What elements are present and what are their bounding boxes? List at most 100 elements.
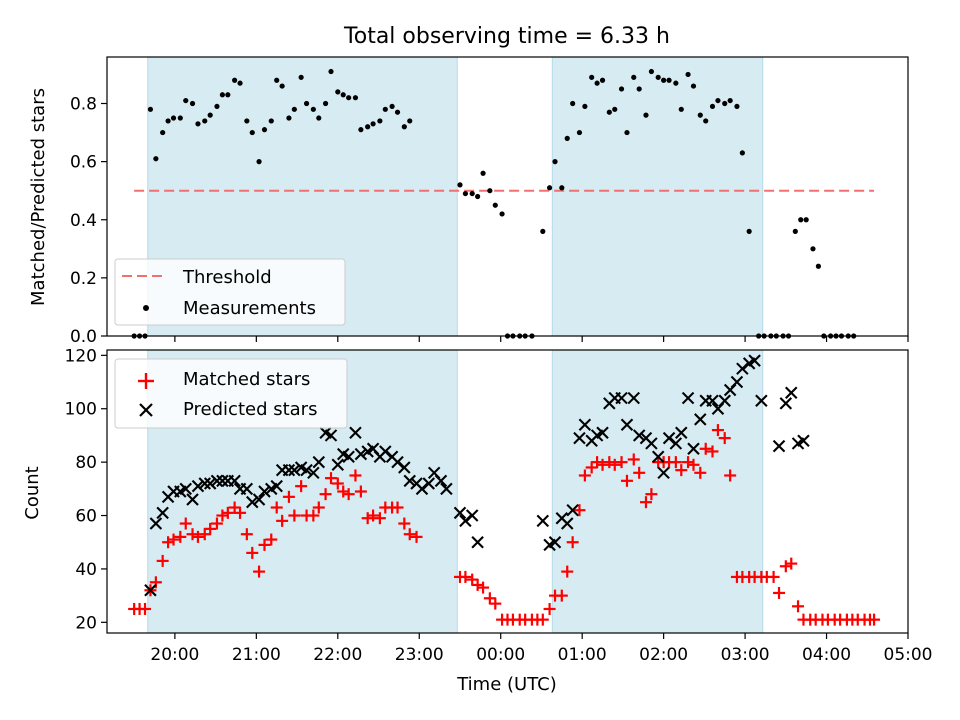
matched-star-point bbox=[228, 501, 241, 514]
matched-star-point bbox=[669, 456, 682, 469]
predicted-star-point bbox=[694, 413, 707, 426]
marker-stroke bbox=[144, 584, 157, 597]
predicted-star-point bbox=[681, 391, 695, 405]
x-tick-label: 00:00 bbox=[476, 645, 525, 665]
marker-stroke bbox=[453, 506, 467, 520]
matched-star-point bbox=[779, 560, 792, 573]
marker-stroke bbox=[694, 413, 707, 426]
predicted-star-point bbox=[615, 391, 628, 405]
marker-stroke bbox=[748, 354, 761, 367]
measurement-point bbox=[237, 80, 243, 86]
predicted-star-point bbox=[578, 418, 592, 431]
matched-star-point bbox=[675, 464, 688, 477]
matched-star-point bbox=[265, 533, 278, 546]
measurement-point bbox=[170, 115, 177, 121]
marker-stroke bbox=[240, 482, 254, 496]
matched-star-point bbox=[307, 509, 320, 522]
matched-star-point bbox=[276, 514, 289, 527]
predicted-star-point bbox=[687, 442, 700, 456]
predicted-star-point bbox=[471, 535, 484, 549]
shaded-interval bbox=[551, 56, 764, 337]
marker-stroke bbox=[398, 461, 411, 474]
matched-star-point bbox=[167, 533, 180, 546]
matched-star-point bbox=[596, 458, 609, 471]
marker-stroke bbox=[440, 482, 453, 496]
measurement-point bbox=[407, 118, 413, 124]
x-tick-label: 22:00 bbox=[313, 645, 362, 665]
marker-stroke bbox=[785, 386, 798, 399]
marker-stroke bbox=[312, 455, 326, 469]
marker-stroke bbox=[156, 506, 169, 520]
y-tick-label: 60 bbox=[75, 507, 97, 527]
marker-stroke bbox=[403, 474, 416, 488]
predicted-star-point bbox=[566, 503, 579, 517]
predicted-star-point bbox=[342, 450, 355, 464]
measurement-point bbox=[457, 182, 463, 188]
marker-stroke bbox=[730, 375, 744, 389]
predicted-star-point bbox=[270, 479, 283, 493]
matched-star-point bbox=[354, 485, 367, 498]
measurement-point bbox=[655, 74, 661, 80]
y-tick-label: 0.0 bbox=[70, 327, 97, 347]
predicted-star-point bbox=[596, 426, 609, 440]
marker-stroke bbox=[216, 474, 229, 488]
matched-star-point bbox=[367, 509, 380, 522]
predicted-star-point bbox=[198, 477, 211, 490]
measurement-point bbox=[268, 118, 274, 124]
measurement-points bbox=[131, 68, 857, 339]
marker-stroke bbox=[282, 463, 296, 477]
x-tick-label: 23:00 bbox=[395, 645, 444, 665]
matched-star-point bbox=[312, 501, 325, 514]
measurement-point bbox=[316, 115, 322, 121]
measurement-point bbox=[244, 118, 250, 124]
y-tick-label: 80 bbox=[75, 453, 97, 473]
matched-star-point bbox=[337, 485, 350, 498]
predicted-star-point bbox=[403, 474, 416, 488]
predicted-star-point bbox=[434, 474, 448, 488]
matched-star-point bbox=[156, 554, 169, 567]
marker-stroke bbox=[391, 455, 404, 469]
legend-threshold-label: Threshold bbox=[182, 267, 272, 288]
bottom-y-axis-label: Count bbox=[22, 466, 43, 519]
measurement-point bbox=[697, 112, 703, 118]
matched-star-point bbox=[204, 522, 217, 535]
matched-star-point bbox=[191, 530, 204, 543]
matched-star-point bbox=[868, 613, 881, 626]
marker-stroke bbox=[566, 503, 579, 517]
matched-star-point bbox=[373, 512, 386, 525]
measurement-point bbox=[401, 124, 407, 130]
marker-stroke bbox=[772, 439, 786, 453]
measurement-point bbox=[261, 127, 268, 133]
measurement-point bbox=[394, 109, 401, 115]
marker-stroke bbox=[596, 426, 609, 440]
matched-star-point bbox=[687, 458, 700, 471]
matched-star-point bbox=[603, 456, 616, 469]
measurement-point bbox=[803, 217, 809, 223]
marker-stroke bbox=[779, 397, 793, 410]
x-tick-label: 03:00 bbox=[721, 645, 770, 665]
measurement-point bbox=[582, 103, 588, 110]
marker-stroke bbox=[246, 495, 259, 509]
bottom-panel: 20 40 60 80 100 120 20:00 21:00 22:00 23:00 00:00… bbox=[22, 346, 933, 695]
measurement-point bbox=[678, 106, 684, 112]
measurement-point bbox=[594, 80, 600, 86]
predicted-star-point bbox=[149, 517, 163, 530]
marker-stroke bbox=[300, 463, 313, 477]
matched-star-point bbox=[139, 602, 152, 615]
x-tick-label: 05:00 bbox=[884, 645, 933, 665]
measurement-point bbox=[631, 74, 637, 80]
marker-stroke bbox=[258, 485, 271, 498]
marker-stroke bbox=[210, 474, 224, 488]
matched-star-point bbox=[615, 456, 628, 469]
matched-star-point bbox=[174, 530, 187, 543]
marker-stroke bbox=[342, 450, 355, 464]
marker-stroke bbox=[434, 474, 448, 488]
matched-star-point bbox=[162, 536, 175, 549]
legend-matched-label: Matched stars bbox=[183, 369, 310, 390]
measurement-point bbox=[792, 228, 798, 234]
measurement-point bbox=[636, 86, 642, 92]
matched-star-point bbox=[253, 565, 266, 578]
measurement-point bbox=[685, 71, 691, 78]
predicted-star-point bbox=[548, 535, 562, 549]
